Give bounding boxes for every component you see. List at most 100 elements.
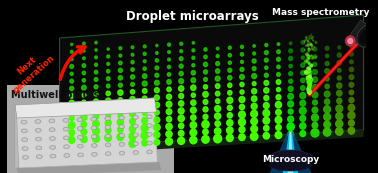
Circle shape xyxy=(204,55,207,59)
Circle shape xyxy=(309,90,311,92)
Circle shape xyxy=(118,68,122,72)
Circle shape xyxy=(253,52,256,55)
Circle shape xyxy=(190,129,197,136)
Circle shape xyxy=(348,39,353,43)
Circle shape xyxy=(300,131,306,136)
Ellipse shape xyxy=(50,120,54,122)
Circle shape xyxy=(301,71,305,75)
Circle shape xyxy=(349,75,354,80)
Circle shape xyxy=(167,43,170,46)
Ellipse shape xyxy=(64,145,70,149)
Circle shape xyxy=(68,136,75,143)
Ellipse shape xyxy=(105,152,111,156)
Ellipse shape xyxy=(120,117,124,119)
Circle shape xyxy=(166,109,172,115)
Circle shape xyxy=(251,110,257,117)
Circle shape xyxy=(308,85,309,86)
Circle shape xyxy=(336,105,343,112)
Polygon shape xyxy=(17,162,161,173)
Ellipse shape xyxy=(36,146,42,150)
Circle shape xyxy=(325,77,329,81)
Circle shape xyxy=(324,113,330,120)
Ellipse shape xyxy=(133,151,139,154)
Circle shape xyxy=(130,75,135,79)
Ellipse shape xyxy=(22,138,28,142)
Circle shape xyxy=(308,89,311,92)
Circle shape xyxy=(180,42,183,45)
Ellipse shape xyxy=(49,119,55,123)
Circle shape xyxy=(338,46,341,49)
Ellipse shape xyxy=(134,116,137,119)
Ellipse shape xyxy=(36,137,42,141)
Polygon shape xyxy=(7,85,174,173)
Circle shape xyxy=(311,57,313,59)
Circle shape xyxy=(191,85,196,90)
Ellipse shape xyxy=(50,154,56,158)
Ellipse shape xyxy=(134,151,138,154)
Circle shape xyxy=(251,125,257,133)
Circle shape xyxy=(349,67,353,72)
Circle shape xyxy=(94,106,99,112)
Circle shape xyxy=(204,78,208,81)
Circle shape xyxy=(308,67,310,69)
Circle shape xyxy=(130,90,135,94)
Circle shape xyxy=(300,93,306,99)
Circle shape xyxy=(81,136,87,143)
Circle shape xyxy=(305,71,308,74)
Ellipse shape xyxy=(105,134,111,138)
Circle shape xyxy=(141,132,149,139)
Text: Multiwell plates: Multiwell plates xyxy=(11,90,99,100)
Circle shape xyxy=(311,65,313,67)
Circle shape xyxy=(309,91,310,92)
Circle shape xyxy=(308,91,311,93)
Ellipse shape xyxy=(105,125,111,129)
Circle shape xyxy=(310,43,312,45)
Circle shape xyxy=(311,36,313,38)
Circle shape xyxy=(311,49,313,50)
Circle shape xyxy=(313,40,314,41)
Circle shape xyxy=(337,83,342,88)
Circle shape xyxy=(105,98,111,104)
Circle shape xyxy=(310,88,311,89)
Circle shape xyxy=(131,53,134,56)
Circle shape xyxy=(306,60,307,61)
Circle shape xyxy=(264,58,268,62)
Circle shape xyxy=(263,117,270,124)
Circle shape xyxy=(308,85,311,88)
Circle shape xyxy=(300,115,306,121)
Circle shape xyxy=(350,52,353,56)
Circle shape xyxy=(311,114,318,121)
Circle shape xyxy=(304,40,305,41)
Circle shape xyxy=(107,70,110,73)
Circle shape xyxy=(215,106,221,112)
Ellipse shape xyxy=(133,142,139,146)
Circle shape xyxy=(215,69,220,73)
Circle shape xyxy=(93,113,99,119)
Circle shape xyxy=(312,64,313,65)
Ellipse shape xyxy=(93,153,96,156)
Circle shape xyxy=(117,119,124,126)
Ellipse shape xyxy=(78,127,82,130)
Ellipse shape xyxy=(78,118,82,121)
Circle shape xyxy=(252,89,257,94)
Circle shape xyxy=(69,115,74,120)
Circle shape xyxy=(350,45,353,48)
Circle shape xyxy=(167,80,171,84)
Circle shape xyxy=(309,90,310,92)
Circle shape xyxy=(106,113,110,118)
Ellipse shape xyxy=(79,154,82,156)
Circle shape xyxy=(192,42,195,44)
Circle shape xyxy=(239,104,245,110)
Ellipse shape xyxy=(92,118,96,120)
Circle shape xyxy=(299,107,306,114)
Ellipse shape xyxy=(105,116,110,121)
Circle shape xyxy=(228,53,231,57)
Circle shape xyxy=(129,140,136,147)
Circle shape xyxy=(309,38,310,39)
Circle shape xyxy=(203,70,208,74)
Circle shape xyxy=(323,128,331,136)
Ellipse shape xyxy=(360,28,373,44)
Circle shape xyxy=(312,38,313,39)
Circle shape xyxy=(118,76,122,80)
Circle shape xyxy=(308,36,309,37)
